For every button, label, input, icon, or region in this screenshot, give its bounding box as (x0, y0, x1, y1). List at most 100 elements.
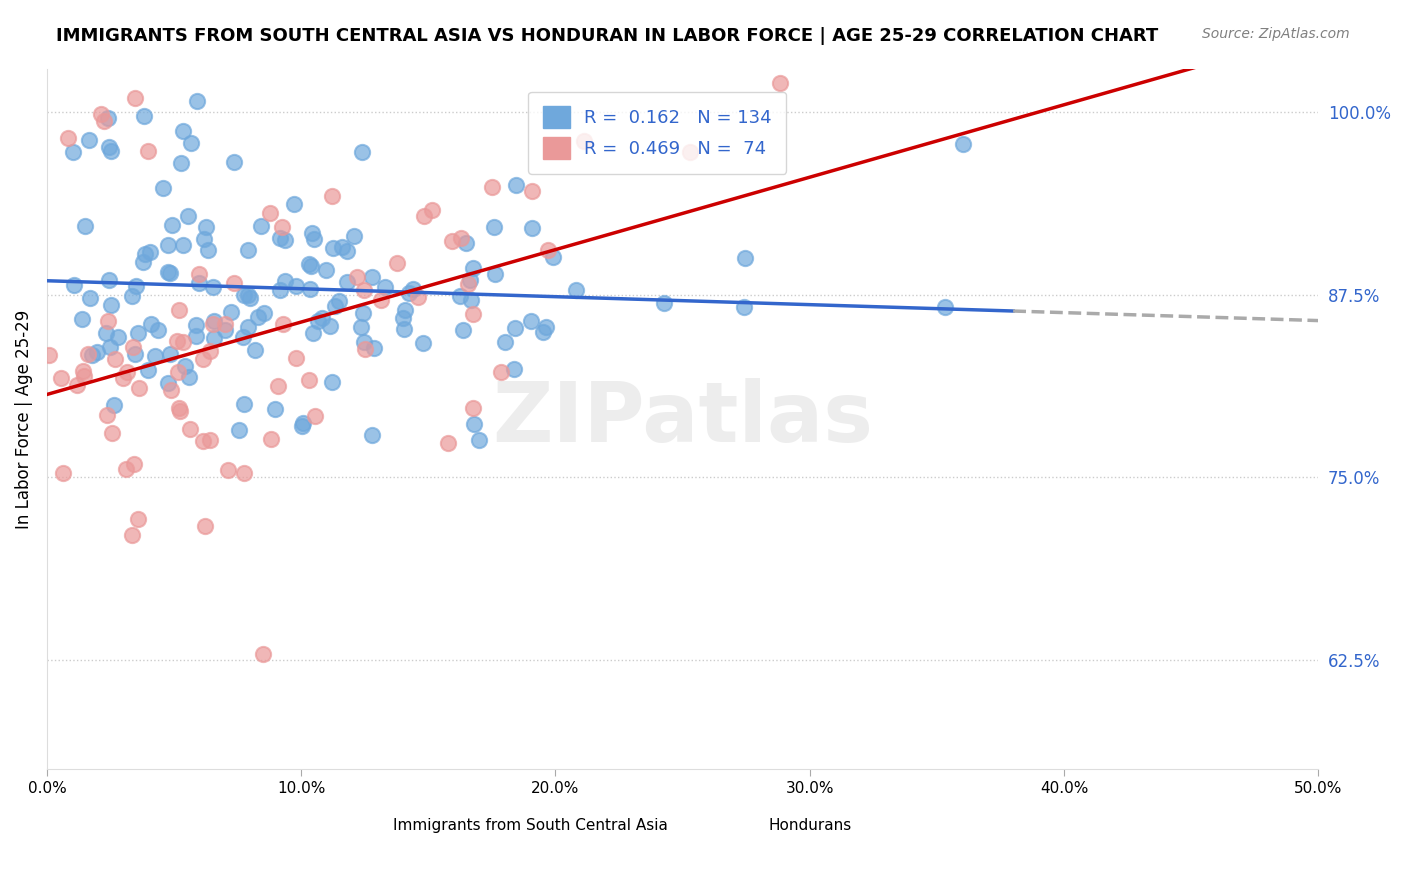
Point (243, 343, 266, 358)
Point (100, 145, 122, 159)
Point (520, 220, 543, 235)
Point (451, 323, 474, 337)
Point (160, 383, 183, 397)
Point (522, 184, 544, 198)
Point (413, 209, 436, 223)
Point (489, 365, 512, 379)
Point (193, 232, 215, 246)
Point (98, 140, 121, 154)
Point (463, 417, 485, 431)
Point (98, 340, 121, 354)
Point (292, 416, 315, 430)
Point (121, 340, 143, 354)
Point (97, 314, 120, 328)
Point (127, 326, 149, 340)
Point (284, 351, 307, 366)
Point (536, 320, 558, 334)
Point (193, 434, 215, 448)
Point (121, 527, 143, 541)
Text: Source: ZipAtlas.com: Source: ZipAtlas.com (1202, 27, 1350, 41)
Point (197, 243, 219, 257)
Point (363, 341, 385, 355)
Point (169, 156, 191, 170)
Point (52, 467, 75, 481)
Point (148, 323, 170, 337)
Point (336, 244, 359, 259)
Point (236, 319, 259, 334)
Point (107, 330, 129, 344)
Point (328, 293, 350, 308)
Point (679, 145, 702, 159)
Point (121, 289, 143, 303)
Point (115, 462, 138, 476)
Point (214, 318, 236, 332)
Point (160, 218, 183, 232)
Point (572, 134, 595, 148)
Point (454, 236, 477, 251)
Point (157, 376, 180, 391)
Point (125, 278, 148, 293)
Text: IMMIGRANTS FROM SOUTH CENTRAL ASIA VS HONDURAN IN LABOR FORCE | AGE 25-29 CORREL: IMMIGRANTS FROM SOUTH CENTRAL ASIA VS HO… (56, 27, 1159, 45)
Point (247, 310, 270, 324)
Point (201, 318, 224, 332)
Point (128, 381, 150, 395)
Point (127, 512, 149, 526)
Point (392, 310, 415, 325)
Point (236, 243, 259, 257)
Point (274, 274, 297, 288)
Point (93, 113, 115, 128)
Point (494, 334, 516, 349)
Point (79, 291, 101, 305)
Point (202, 279, 225, 293)
Point (304, 409, 326, 423)
Point (564, 283, 586, 297)
Point (96, 408, 118, 422)
Point (156, 265, 179, 279)
Point (267, 379, 290, 393)
Point (952, 137, 974, 152)
Point (299, 282, 322, 296)
Point (232, 330, 254, 344)
Point (184, 318, 207, 332)
Point (103, 399, 125, 413)
Point (330, 240, 353, 254)
Point (263, 402, 285, 417)
Point (139, 244, 162, 259)
Point (100, 425, 122, 440)
Point (90, 107, 112, 121)
Point (299, 259, 322, 273)
Point (463, 401, 485, 415)
Point (298, 257, 321, 271)
Point (321, 189, 343, 203)
Point (269, 283, 291, 297)
FancyBboxPatch shape (377, 805, 454, 836)
FancyBboxPatch shape (682, 805, 759, 836)
Point (436, 436, 458, 450)
Point (318, 318, 340, 333)
Point (336, 275, 359, 289)
Point (38, 348, 60, 362)
Point (461, 260, 484, 275)
Point (228, 423, 250, 437)
Point (166, 334, 188, 348)
Point (769, 76, 792, 90)
Point (191, 351, 214, 366)
Point (115, 364, 138, 378)
Point (233, 288, 256, 302)
Point (233, 396, 256, 410)
Point (352, 306, 374, 320)
Point (96, 111, 118, 125)
Point (269, 231, 291, 245)
Point (75, 219, 97, 233)
Point (468, 434, 491, 448)
Point (124, 91, 146, 105)
Point (219, 305, 242, 319)
Point (260, 432, 283, 446)
Point (56, 131, 79, 145)
Point (186, 329, 208, 343)
Point (374, 279, 396, 293)
Point (412, 335, 434, 350)
Point (70, 312, 93, 326)
Point (734, 251, 756, 265)
Point (321, 375, 343, 389)
